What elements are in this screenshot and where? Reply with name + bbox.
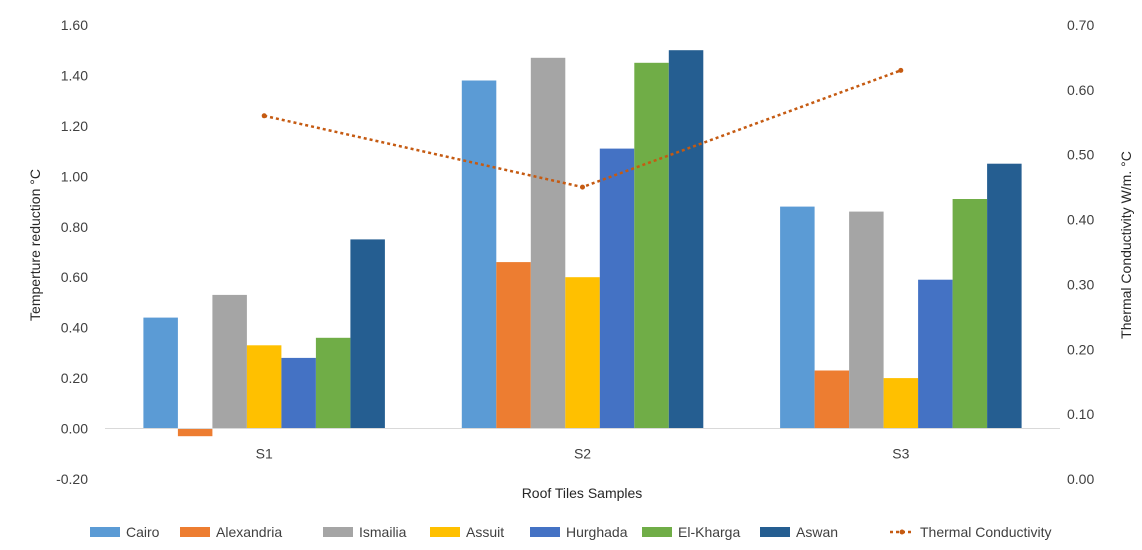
bar-assuit-s1 bbox=[246, 345, 282, 429]
x-tick-label-s2: S2 bbox=[574, 446, 591, 462]
bar-hurghada-s3 bbox=[918, 279, 953, 429]
bar-assuit-s3 bbox=[883, 378, 919, 429]
legend-label-ismailia: Ismailia bbox=[359, 524, 407, 540]
legend-label-cairo: Cairo bbox=[126, 524, 160, 540]
y-tick-label: 0.80 bbox=[61, 219, 88, 235]
bar-ismailia-s1 bbox=[212, 294, 247, 429]
legend-swatch-el-kharga bbox=[642, 527, 672, 537]
y-axis-title: Temperture reduction °C bbox=[27, 169, 43, 321]
bar-cairo-s2 bbox=[461, 80, 497, 429]
y-tick-label: 1.40 bbox=[61, 67, 88, 83]
bar-alexandria-s3 bbox=[814, 370, 850, 429]
legend-label-alexandria: Alexandria bbox=[216, 524, 282, 540]
y-tick-label: 0.60 bbox=[61, 269, 88, 285]
y2-tick-label: 0.00 bbox=[1067, 471, 1094, 487]
y2-tick-label: 0.60 bbox=[1067, 82, 1094, 98]
y2-tick-label: 0.10 bbox=[1067, 406, 1094, 422]
legend-swatch-assuit bbox=[430, 527, 460, 537]
legend-swatch-cairo bbox=[90, 527, 120, 537]
y-tick-label: -0.20 bbox=[56, 471, 88, 487]
bar-group bbox=[143, 50, 1022, 437]
bar-assuit-s2 bbox=[565, 277, 600, 429]
x-tick-label-s1: S1 bbox=[256, 446, 273, 462]
bar-hurghada-s1 bbox=[281, 357, 316, 429]
bar-ismailia-s2 bbox=[530, 57, 566, 429]
bar-ismailia-s3 bbox=[849, 211, 884, 429]
y-tick-label: 0.20 bbox=[61, 370, 88, 386]
bar-cairo-s3 bbox=[780, 206, 815, 429]
bar-alexandria-s2 bbox=[496, 262, 531, 429]
x-axis-title: Roof Tiles Samples bbox=[522, 485, 643, 501]
bar-aswan-s3 bbox=[987, 163, 1022, 429]
thermal-conductivity-point-s2 bbox=[580, 184, 585, 190]
legend-swatch-hurghada bbox=[530, 527, 560, 537]
y-tick-label: 1.60 bbox=[61, 17, 88, 33]
legend-marker-thermal-conductivity bbox=[899, 529, 905, 535]
legend-swatch-alexandria bbox=[180, 527, 210, 537]
thermal-conductivity-point-s1 bbox=[261, 113, 267, 119]
legend-swatch-aswan bbox=[760, 527, 790, 537]
bar-aswan-s2 bbox=[668, 50, 704, 429]
legend: Cairo Alexandria Ismailia Assuit Hurghada El-… bbox=[90, 524, 1052, 540]
y-tick-label: 0.40 bbox=[61, 320, 88, 336]
y2-tick-label: 0.50 bbox=[1067, 147, 1094, 163]
line-series-group bbox=[261, 67, 904, 190]
bar-alexandria-s1 bbox=[177, 428, 213, 437]
bar-hurghada-s2 bbox=[599, 148, 635, 429]
legend-label-el-kharga: El-Kharga bbox=[678, 524, 740, 540]
legend-swatch-ismailia bbox=[323, 527, 353, 537]
legend-label-hurghada: Hurghada bbox=[566, 524, 628, 540]
y2-tick-label: 0.70 bbox=[1067, 17, 1094, 33]
y-axis-ticks: 1.60 1.40 1.20 1.00 0.80 0.60 0.40 0.20 0.00 -0.2… bbox=[56, 17, 88, 487]
y2-tick-label: 0.20 bbox=[1067, 341, 1094, 357]
bar-aswan-s1 bbox=[350, 239, 385, 429]
legend-label-assuit: Assuit bbox=[466, 524, 504, 540]
y-tick-label: 1.00 bbox=[61, 168, 88, 184]
y2-tick-label: 0.30 bbox=[1067, 276, 1094, 292]
bar-el-kharga-s3 bbox=[952, 199, 988, 429]
y2-axis-ticks: 0.70 0.60 0.50 0.40 0.30 0.20 0.10 0.00 bbox=[1067, 17, 1094, 487]
y-tick-label: 0.00 bbox=[61, 421, 88, 437]
bar-el-kharga-s2 bbox=[634, 62, 669, 429]
x-tick-label-s3: S3 bbox=[892, 446, 909, 462]
bar-cairo-s1 bbox=[143, 317, 178, 429]
legend-label-thermal-conductivity: Thermal Conductivity bbox=[920, 524, 1052, 540]
x-axis-ticks: S1 S2 S3 bbox=[256, 446, 910, 462]
y2-axis-title: Thermal Conductivity W/m. °C bbox=[1118, 151, 1134, 339]
legend-label-aswan: Aswan bbox=[796, 524, 838, 540]
y2-tick-label: 0.40 bbox=[1067, 212, 1094, 228]
bar-el-kharga-s1 bbox=[315, 337, 351, 429]
y-tick-label: 1.20 bbox=[61, 118, 88, 134]
thermal-conductivity-point-s3 bbox=[898, 67, 904, 73]
